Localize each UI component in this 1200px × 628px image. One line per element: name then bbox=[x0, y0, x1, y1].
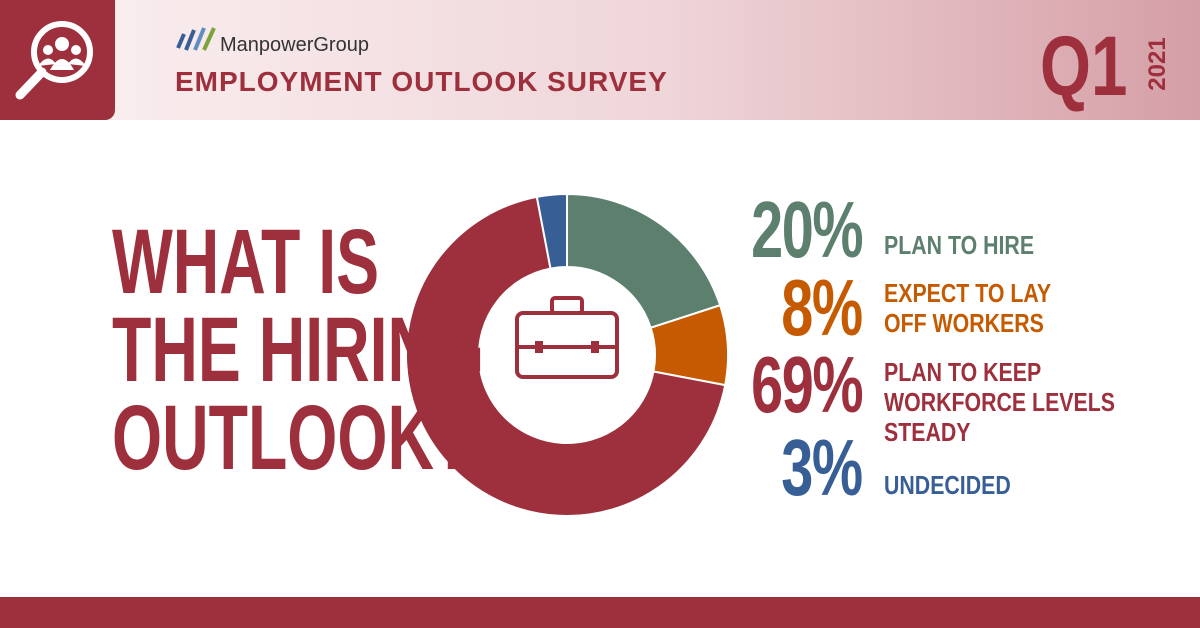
search-icon-box bbox=[0, 0, 115, 120]
donut-slice bbox=[566, 192, 722, 330]
brand: ManpowerGroup bbox=[220, 34, 369, 56]
briefcase-latch bbox=[535, 341, 543, 353]
quarter: Q1 bbox=[1040, 19, 1128, 113]
value-label: 3% bbox=[781, 423, 864, 512]
question-line: THE HIRING bbox=[112, 299, 485, 401]
legend-label: PLAN TO KEEP WORKFORCE LEVELS STEADY bbox=[884, 357, 1115, 447]
brand-logo bbox=[176, 27, 216, 51]
footer-band bbox=[0, 597, 1200, 628]
header-band bbox=[0, 0, 1200, 120]
value-label: 20% bbox=[751, 185, 863, 274]
donut-slice bbox=[535, 192, 568, 270]
donut-slice bbox=[405, 195, 727, 517]
briefcase-handle bbox=[550, 296, 584, 315]
question-line: WHAT IS bbox=[112, 211, 380, 313]
legend-label: PLAN TO HIRE bbox=[884, 230, 1035, 260]
legend-label: UNDECIDED bbox=[884, 470, 1011, 500]
question-line: OUTLOOK? bbox=[112, 387, 474, 489]
value-label: 69% bbox=[751, 340, 863, 429]
search-icon bbox=[15, 21, 93, 100]
legend-label: EXPECT TO LAY OFF WORKERS bbox=[884, 278, 1051, 338]
survey-title: EMPLOYMENT OUTLOOK SURVEY bbox=[175, 66, 668, 97]
briefcase-latch bbox=[591, 341, 599, 353]
value-label: 8% bbox=[781, 263, 864, 352]
